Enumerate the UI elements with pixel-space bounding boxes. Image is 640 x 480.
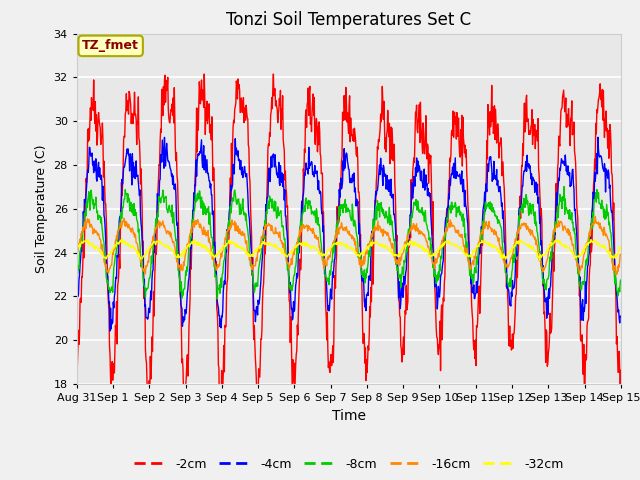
-8cm [498, 226, 506, 232]
-8cm [508, 275, 515, 281]
-2cm [216, 418, 223, 423]
-32cm [73, 246, 81, 252]
-8cm [447, 210, 455, 216]
-32cm [313, 247, 321, 252]
-16cm [293, 240, 301, 245]
-2cm [314, 149, 321, 155]
-8cm [214, 296, 221, 302]
Line: -2cm: -2cm [77, 74, 621, 420]
-2cm [294, 332, 301, 338]
-8cm [294, 243, 301, 249]
-32cm [498, 252, 506, 258]
-4cm [447, 174, 455, 180]
-32cm [118, 237, 125, 242]
-32cm [294, 241, 301, 247]
-16cm [612, 272, 620, 277]
Line: -8cm: -8cm [77, 187, 621, 299]
-32cm [617, 246, 625, 252]
-4cm [129, 167, 137, 173]
-4cm [294, 275, 301, 281]
-2cm [499, 173, 506, 179]
-32cm [447, 241, 455, 247]
-32cm [129, 243, 137, 249]
-16cm [129, 225, 136, 231]
Line: -32cm: -32cm [77, 240, 621, 260]
-16cm [617, 252, 625, 257]
Legend: -2cm, -4cm, -8cm, -16cm, -32cm: -2cm, -4cm, -8cm, -16cm, -32cm [129, 453, 568, 476]
-4cm [73, 295, 81, 300]
-4cm [594, 134, 602, 140]
-16cm [591, 214, 599, 219]
-16cm [447, 217, 454, 223]
Y-axis label: Soil Temperature (C): Soil Temperature (C) [35, 144, 48, 273]
Text: TZ_fmet: TZ_fmet [82, 39, 139, 52]
-4cm [313, 168, 321, 174]
X-axis label: Time: Time [332, 408, 366, 422]
-2cm [269, 71, 277, 77]
-8cm [561, 184, 568, 190]
-2cm [129, 112, 136, 118]
-8cm [73, 277, 81, 283]
-8cm [617, 277, 625, 283]
-4cm [498, 203, 506, 209]
-8cm [129, 210, 136, 216]
-2cm [447, 131, 455, 136]
-16cm [312, 234, 320, 240]
-2cm [73, 358, 81, 364]
-2cm [617, 368, 625, 373]
-4cm [617, 313, 625, 319]
Line: -16cm: -16cm [77, 216, 621, 275]
-32cm [508, 249, 515, 254]
Title: Tonzi Soil Temperatures Set C: Tonzi Soil Temperatures Set C [226, 11, 472, 29]
-32cm [536, 257, 543, 263]
-16cm [73, 256, 81, 262]
-2cm [508, 346, 516, 352]
-4cm [106, 328, 114, 334]
-16cm [497, 244, 505, 250]
-8cm [313, 208, 321, 214]
-4cm [508, 289, 515, 295]
-16cm [507, 255, 515, 261]
Line: -4cm: -4cm [77, 137, 621, 331]
